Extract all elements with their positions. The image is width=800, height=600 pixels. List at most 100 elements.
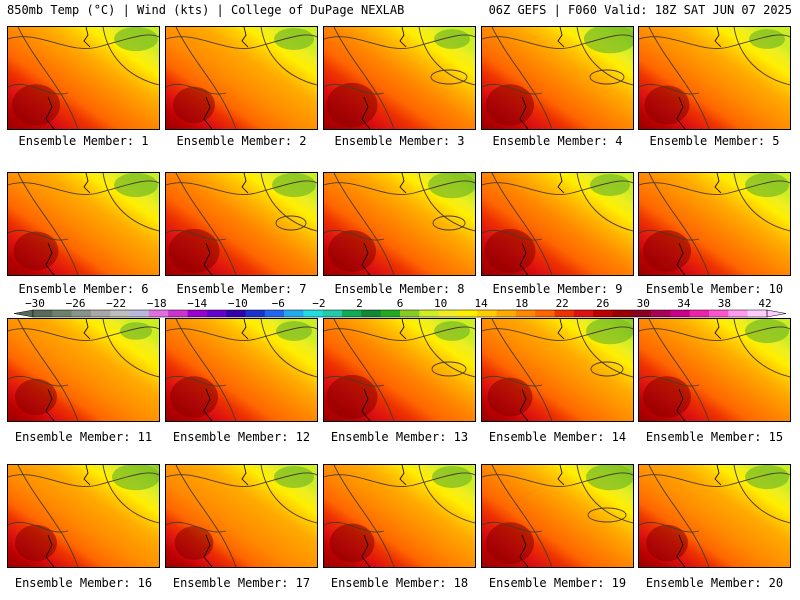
cool-region	[749, 29, 785, 49]
temperature-field	[166, 319, 317, 421]
cool-region	[274, 28, 314, 50]
geographic-border	[519, 173, 565, 275]
geographic-border	[203, 465, 249, 567]
colorbar-segment	[689, 310, 710, 317]
colorbar-segment	[670, 310, 691, 317]
height-contour	[491, 465, 553, 567]
member-caption: Ensemble Member: 2	[176, 134, 307, 148]
member-caption: Ensemble Member: 9	[492, 282, 623, 296]
geographic-border	[361, 465, 407, 567]
height-contour	[166, 83, 227, 95]
height-contour	[482, 326, 633, 341]
geographic-border	[361, 27, 407, 129]
warm-core	[326, 374, 378, 420]
height-contour	[639, 521, 700, 533]
ensemble-member-map	[481, 464, 634, 568]
temperature-field	[8, 319, 159, 421]
temperature-field	[166, 465, 317, 567]
height-contour	[418, 27, 475, 86]
height-contour	[260, 319, 317, 378]
ensemble-member-map	[7, 318, 160, 422]
colorbar-segment	[651, 310, 671, 317]
geographic-border	[203, 319, 249, 421]
ensemble-member-map	[165, 172, 318, 276]
height-contour	[324, 34, 475, 49]
height-contour	[324, 521, 385, 533]
height-contour	[639, 229, 700, 241]
ensemble-member-map	[165, 464, 318, 568]
colorbar-segment	[400, 310, 420, 317]
height-contour	[639, 472, 790, 487]
ensemble-member-map	[638, 172, 791, 276]
geographic-border	[361, 319, 407, 421]
warm-core	[329, 523, 375, 563]
cool-region	[434, 321, 470, 341]
geographic-border	[519, 319, 565, 421]
warm-core	[174, 526, 214, 560]
colorbar-tick-label: −18	[147, 297, 167, 310]
temperature-field	[8, 27, 159, 129]
temperature-field	[482, 27, 633, 129]
colorbar-segment	[535, 310, 555, 317]
colorbar-segment	[168, 310, 188, 317]
height-contour	[166, 180, 317, 195]
height-contour	[639, 375, 700, 387]
height-contour	[17, 173, 79, 275]
temperature-field	[482, 173, 633, 275]
colorbar-segment	[612, 310, 633, 317]
height-contour	[418, 319, 475, 378]
colorbar-segment	[110, 310, 130, 317]
temperature-field	[482, 319, 633, 421]
cool-region	[745, 465, 789, 490]
height-contour	[166, 34, 317, 49]
warm-core	[173, 86, 215, 124]
height-contour	[639, 83, 700, 95]
colorbar-segment	[90, 310, 111, 317]
height-contour	[260, 465, 317, 524]
height-contour	[482, 375, 543, 387]
ensemble-member-map	[323, 172, 476, 276]
member-caption: Ensemble Member: 5	[649, 134, 780, 148]
height-contour	[8, 521, 69, 533]
cool-region	[274, 466, 314, 488]
colorbar-tick-label: 42	[758, 297, 771, 310]
height-contour	[166, 472, 317, 487]
height-contour	[482, 229, 543, 241]
height-contour	[482, 180, 633, 195]
ensemble-member-map	[638, 26, 791, 130]
colorbar-segment	[52, 310, 72, 317]
geographic-border	[361, 173, 407, 275]
height-contour	[166, 229, 227, 241]
height-contour	[639, 326, 790, 341]
geographic-border	[676, 27, 722, 129]
warm-core	[13, 231, 59, 271]
height-contour	[8, 34, 159, 49]
warm-core	[12, 84, 60, 126]
member-caption: Ensemble Member: 18	[330, 576, 469, 590]
colorbar-tick-label: −2	[312, 297, 325, 310]
height-contour	[491, 319, 553, 421]
warm-core	[170, 376, 218, 418]
member-caption: Ensemble Member: 1	[18, 134, 149, 148]
ensemble-member-map	[481, 26, 634, 130]
temperature-field	[8, 173, 159, 275]
warm-core	[486, 522, 534, 564]
colorbar-segment	[554, 310, 575, 317]
height-contour	[333, 27, 395, 129]
colorbar-segment	[226, 310, 246, 317]
geographic-border	[676, 465, 722, 567]
height-contour	[333, 173, 395, 275]
colorbar-segment	[342, 310, 362, 317]
cool-region	[114, 173, 158, 198]
member-caption: Ensemble Member: 8	[334, 282, 465, 296]
ensemble-member-map	[7, 26, 160, 130]
closed-contour	[432, 215, 466, 231]
temperature-field	[324, 319, 475, 421]
height-contour	[639, 180, 790, 195]
cool-region	[586, 319, 633, 345]
height-contour	[576, 173, 633, 232]
colorbar-segment	[709, 310, 729, 317]
colorbar-segment	[33, 310, 53, 317]
colorbar-segment	[477, 310, 497, 317]
ensemble-member-map	[323, 26, 476, 130]
